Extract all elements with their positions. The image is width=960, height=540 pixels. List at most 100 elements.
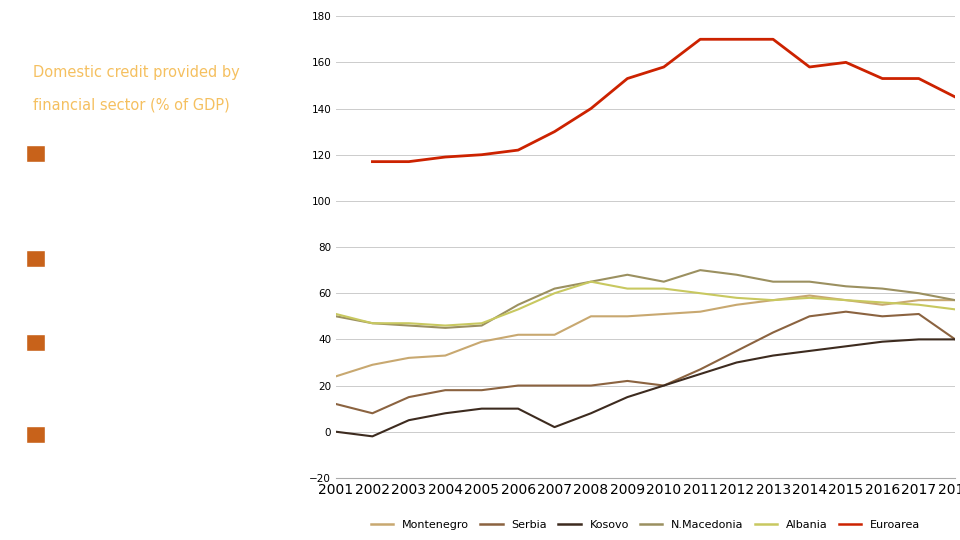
- Montenegro: [403, 355, 415, 361]
- Serbia: [840, 308, 852, 315]
- Montenegro: [513, 332, 524, 338]
- Euroarea: [476, 152, 488, 158]
- Kosovo: [586, 410, 597, 416]
- Albania: [767, 297, 779, 303]
- Euroarea: [367, 158, 378, 165]
- Kosovo: [367, 433, 378, 440]
- Kosovo: [658, 382, 669, 389]
- N.Macedonia: [330, 313, 342, 320]
- Serbia: [949, 336, 960, 343]
- Serbia: [513, 382, 524, 389]
- Serbia: [876, 313, 888, 320]
- Line: Montenegro: Montenegro: [336, 295, 955, 376]
- Text: Deceleration of credit growth
in the last four years (except
Kosovo): Deceleration of credit growth in the las…: [58, 250, 218, 285]
- N.Macedonia: [731, 272, 742, 278]
- Kosovo: [767, 352, 779, 359]
- Kosovo: [949, 336, 960, 343]
- Montenegro: [622, 313, 634, 320]
- Euroarea: [622, 75, 634, 82]
- Line: Kosovo: Kosovo: [336, 340, 955, 436]
- Kosovo: [804, 348, 815, 354]
- Kosovo: [840, 343, 852, 349]
- Bar: [27, 426, 45, 443]
- Serbia: [731, 348, 742, 354]
- Serbia: [476, 387, 488, 394]
- N.Macedonia: [622, 272, 634, 278]
- Serbia: [330, 401, 342, 407]
- Bar: [27, 145, 45, 162]
- Albania: [622, 285, 634, 292]
- Line: Albania: Albania: [336, 282, 955, 326]
- Euroarea: [876, 75, 888, 82]
- N.Macedonia: [476, 322, 488, 329]
- Albania: [694, 290, 706, 296]
- Serbia: [403, 394, 415, 400]
- Albania: [876, 299, 888, 306]
- Montenegro: [367, 362, 378, 368]
- Montenegro: [804, 292, 815, 299]
- Montenegro: [476, 339, 488, 345]
- Euroarea: [694, 36, 706, 43]
- Albania: [586, 279, 597, 285]
- Euroarea: [804, 64, 815, 70]
- Serbia: [658, 382, 669, 389]
- Albania: [513, 306, 524, 313]
- Euroarea: [513, 147, 524, 153]
- Kosovo: [330, 429, 342, 435]
- N.Macedonia: [549, 285, 561, 292]
- Euroarea: [949, 94, 960, 100]
- Euroarea: [840, 59, 852, 66]
- Kosovo: [513, 406, 524, 412]
- Montenegro: [330, 373, 342, 380]
- N.Macedonia: [804, 279, 815, 285]
- Euroarea: [731, 36, 742, 43]
- Montenegro: [694, 308, 706, 315]
- Kosovo: [476, 406, 488, 412]
- Serbia: [440, 387, 451, 394]
- Euroarea: [767, 36, 779, 43]
- Kosovo: [403, 417, 415, 423]
- Albania: [913, 301, 924, 308]
- N.Macedonia: [694, 267, 706, 273]
- Kosovo: [549, 424, 561, 430]
- Serbia: [549, 382, 561, 389]
- Line: Serbia: Serbia: [336, 312, 955, 413]
- Montenegro: [767, 297, 779, 303]
- Albania: [840, 297, 852, 303]
- Montenegro: [658, 310, 669, 317]
- Albania: [367, 320, 378, 327]
- Euroarea: [549, 129, 561, 135]
- Kosovo: [622, 394, 634, 400]
- N.Macedonia: [403, 322, 415, 329]
- Montenegro: [913, 297, 924, 303]
- Text: financial sector (% of GDP): financial sector (% of GDP): [33, 97, 229, 112]
- Serbia: [622, 377, 634, 384]
- Serbia: [694, 366, 706, 373]
- N.Macedonia: [949, 297, 960, 303]
- Montenegro: [549, 332, 561, 338]
- Kosovo: [876, 339, 888, 345]
- Serbia: [804, 313, 815, 320]
- Montenegro: [840, 297, 852, 303]
- Kosovo: [694, 371, 706, 377]
- Euroarea: [586, 105, 597, 112]
- Bar: [27, 250, 45, 267]
- Kosovo: [913, 336, 924, 343]
- Euroarea: [658, 64, 669, 70]
- N.Macedonia: [440, 325, 451, 331]
- Albania: [403, 320, 415, 327]
- N.Macedonia: [586, 279, 597, 285]
- Montenegro: [949, 297, 960, 303]
- N.Macedonia: [658, 279, 669, 285]
- Bar: [27, 334, 45, 351]
- N.Macedonia: [913, 290, 924, 296]
- Kosovo: [731, 359, 742, 366]
- N.Macedonia: [367, 320, 378, 327]
- Albania: [804, 295, 815, 301]
- Text: Large (and sustainable)
difference between the Euro
area domestic credit to GDP
: Large (and sustainable) difference betwe…: [58, 426, 213, 485]
- N.Macedonia: [767, 279, 779, 285]
- Kosovo: [440, 410, 451, 416]
- Legend: Montenegro, Serbia, Kosovo, N.Macedonia, Albania, Euroarea: Montenegro, Serbia, Kosovo, N.Macedonia,…: [367, 516, 924, 535]
- Euroarea: [913, 75, 924, 82]
- Albania: [440, 322, 451, 329]
